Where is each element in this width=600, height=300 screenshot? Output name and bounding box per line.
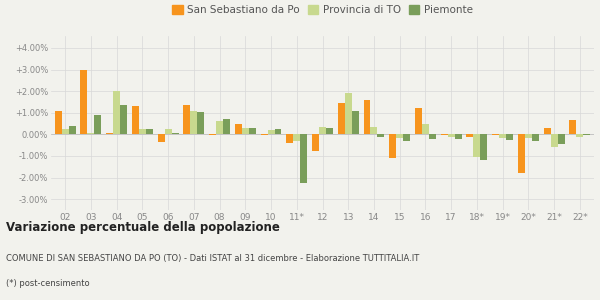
Bar	[345, 93, 352, 134]
Bar	[448, 134, 455, 136]
Text: (*) post-censimento: (*) post-censimento	[6, 279, 89, 288]
Text: Variazione percentuale della popolazione: Variazione percentuale della popolazione	[6, 220, 280, 233]
Bar	[370, 127, 377, 134]
Bar	[466, 134, 473, 136]
Bar	[216, 122, 223, 134]
Bar	[184, 105, 190, 134]
Bar	[55, 111, 62, 134]
Text: COMUNE DI SAN SEBASTIANO DA PO (TO) - Dati ISTAT al 31 dicembre - Elaborazione T: COMUNE DI SAN SEBASTIANO DA PO (TO) - Da…	[6, 254, 419, 262]
Bar	[197, 112, 204, 134]
Bar	[422, 124, 429, 134]
Bar	[319, 127, 326, 134]
Bar	[499, 134, 506, 138]
Bar	[172, 133, 179, 134]
Bar	[455, 134, 461, 139]
Bar	[352, 111, 359, 134]
Bar	[377, 134, 385, 136]
Legend: San Sebastiano da Po, Provincia di TO, Piemonte: San Sebastiano da Po, Provincia di TO, P…	[170, 3, 475, 17]
Bar	[68, 126, 76, 134]
Bar	[88, 133, 94, 134]
Bar	[235, 124, 242, 134]
Bar	[139, 129, 146, 134]
Bar	[364, 100, 370, 134]
Bar	[260, 134, 268, 135]
Bar	[62, 129, 68, 134]
Bar	[106, 133, 113, 134]
Bar	[164, 129, 172, 134]
Bar	[113, 91, 120, 134]
Bar	[249, 128, 256, 134]
Bar	[429, 134, 436, 139]
Bar	[338, 103, 345, 134]
Bar	[557, 134, 565, 144]
Bar	[403, 134, 410, 141]
Bar	[396, 134, 403, 138]
Bar	[190, 111, 197, 134]
Bar	[209, 134, 216, 135]
Bar	[275, 129, 281, 134]
Bar	[132, 106, 139, 134]
Bar	[312, 134, 319, 151]
Bar	[441, 134, 448, 135]
Bar	[80, 70, 88, 134]
Bar	[286, 134, 293, 143]
Bar	[532, 134, 539, 141]
Bar	[583, 134, 590, 135]
Bar	[551, 134, 557, 147]
Bar	[506, 134, 513, 140]
Bar	[569, 120, 577, 134]
Bar	[389, 134, 396, 158]
Bar	[326, 128, 333, 134]
Bar	[577, 134, 583, 136]
Bar	[223, 119, 230, 134]
Bar	[300, 134, 307, 183]
Bar	[492, 134, 499, 135]
Bar	[120, 105, 127, 134]
Bar	[525, 134, 532, 138]
Bar	[473, 134, 481, 157]
Bar	[544, 128, 551, 134]
Bar	[94, 115, 101, 134]
Bar	[518, 134, 525, 173]
Bar	[481, 134, 487, 160]
Bar	[293, 134, 300, 141]
Bar	[158, 134, 164, 142]
Bar	[146, 129, 153, 134]
Bar	[415, 108, 422, 134]
Bar	[242, 128, 249, 134]
Bar	[268, 130, 275, 134]
